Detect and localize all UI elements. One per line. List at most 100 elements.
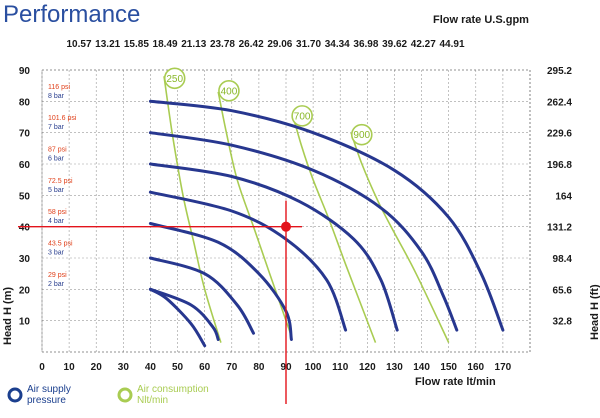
pressure-psi-label: 101.6 psi — [48, 115, 77, 122]
consumption-bubble — [163, 67, 186, 90]
top-tick-label: 13.21 — [95, 39, 120, 50]
top-tick-label: 44.91 — [439, 39, 464, 50]
y-axis-title: Head H (m) — [2, 287, 14, 345]
top-axis-title: Flow rate U.S.gpm — [433, 14, 529, 26]
pressure-curve — [148, 162, 399, 332]
right-axis-title: Head H (ft) — [589, 284, 600, 340]
right-tick-label: 262.4 — [547, 97, 572, 108]
y-tick-label: 10 — [19, 317, 31, 328]
pressure-bar-label: 4 bar — [48, 218, 65, 225]
legend-marker — [117, 387, 133, 403]
x-tick-label: 30 — [118, 362, 130, 373]
x-tick-label: 50 — [172, 362, 184, 373]
x-tick-label: 10 — [64, 362, 76, 373]
pressure-bar-label: 6 bar — [48, 155, 65, 162]
pressure-bar-label: 5 bar — [48, 187, 65, 194]
x-tick-label: 150 — [440, 362, 457, 373]
consumption-bubble-label: 900 — [353, 130, 370, 141]
y-tick-label: 90 — [19, 66, 31, 77]
pressure-curve — [148, 287, 220, 341]
x-tick-label: 120 — [359, 362, 376, 373]
pressure-curve — [148, 287, 207, 348]
right-tick-label: 295.2 — [547, 66, 572, 77]
y-tick-label: 30 — [19, 254, 31, 265]
consumption-bubble-label: 700 — [294, 111, 311, 122]
x-tick-label: 110 — [332, 362, 349, 373]
x-tick-label: 80 — [253, 362, 265, 373]
x-tick-label: 60 — [199, 362, 211, 373]
pressure-curves — [148, 99, 505, 348]
top-tick-label: 21.13 — [181, 39, 206, 50]
y-tick-label: 50 — [19, 191, 31, 202]
top-tick-label: 42.27 — [411, 39, 436, 50]
y-tick-label: 80 — [19, 97, 31, 108]
legend-label: pressure — [27, 395, 66, 406]
y-tick-label: 20 — [19, 285, 31, 296]
pressure-psi-label: 87 psi — [48, 146, 67, 153]
x-tick-label: 0 — [39, 362, 45, 373]
right-tick-label: 229.6 — [547, 129, 572, 140]
tick-labels: 0 10 20 30 40 50 60 70 80 90 100 110 120 130 140 150 160… — [19, 39, 573, 373]
x-tick-label: 130 — [386, 362, 403, 373]
page-title: Performance — [3, 1, 140, 28]
right-tick-label: 65.6 — [553, 285, 573, 296]
x-tick-label: 140 — [413, 362, 430, 373]
top-tick-label: 23.78 — [210, 39, 235, 50]
top-tick-label: 15.85 — [124, 39, 149, 50]
legend-marker — [7, 387, 23, 403]
y-tick-label: 70 — [19, 129, 31, 140]
top-tick-label: 36.98 — [353, 39, 378, 50]
operating-point-marker — [281, 221, 291, 232]
pressure-psi-label: 58 psi — [48, 209, 67, 216]
right-tick-label: 32.8 — [553, 317, 573, 328]
pressure-curve — [148, 131, 459, 332]
pressure-psi-label: 43.5 psi — [48, 240, 73, 247]
consumption-bubble-label: 250 — [166, 74, 183, 85]
x-tick-label: 40 — [145, 362, 157, 373]
top-tick-label: 39.62 — [382, 39, 407, 50]
pressure-curve — [148, 99, 505, 332]
pressure-curve — [148, 256, 255, 335]
top-tick-label: 31.70 — [296, 39, 321, 50]
x-tick-label: 100 — [305, 362, 322, 373]
air-consumption-curve — [163, 76, 222, 343]
right-tick-label: 98.4 — [553, 254, 573, 265]
pressure-psi-label: 29 psi — [48, 272, 67, 279]
top-tick-label: 29.06 — [267, 39, 292, 50]
x-tick-label: 170 — [495, 362, 512, 373]
air-consumption-curves — [163, 76, 450, 343]
pressure-labels: 116 psi 8 bar 101.6 psi 7 bar 87 psi 6 bar 72.… — [48, 84, 77, 288]
pressure-psi-label: 72.5 psi — [48, 178, 73, 185]
legend-label: Nlt/min — [137, 395, 168, 406]
air-consumption-curve — [350, 132, 450, 343]
x-tick-label: 70 — [226, 362, 238, 373]
pressure-bar-label: 7 bar — [48, 124, 65, 131]
y-tick-label: 40 — [19, 223, 31, 234]
right-tick-label: 131.2 — [547, 223, 572, 234]
top-tick-label: 34.34 — [325, 39, 350, 50]
operating-point-group — [18, 200, 302, 404]
legend-label: Air consumption — [137, 384, 209, 395]
top-tick-label: 10.57 — [66, 39, 91, 50]
consumption-bubble-label: 400 — [221, 86, 238, 97]
x-tick-label: 160 — [467, 362, 484, 373]
air-consumption-curve — [217, 91, 293, 337]
consumption-bubble — [218, 80, 240, 102]
legend-label: Air supply — [27, 384, 71, 395]
right-tick-label: 164 — [555, 191, 572, 202]
x-tick-label: 20 — [91, 362, 103, 373]
air-consumption-curve — [293, 119, 377, 343]
pressure-bar-label: 2 bar — [48, 281, 65, 288]
pressure-psi-label: 116 psi — [48, 84, 70, 91]
consumption-bubbles: 250 400 700 900 — [163, 67, 373, 146]
consumption-bubble — [291, 105, 313, 127]
consumption-bubble — [350, 123, 373, 146]
top-tick-label: 18.49 — [153, 39, 178, 50]
pressure-curve — [148, 222, 293, 341]
pressure-bar-label: 8 bar — [48, 93, 65, 100]
x-axis-title: Flow rate lt/min — [415, 376, 496, 388]
pressure-bar-label: 3 bar — [48, 249, 65, 256]
top-tick-label: 26.42 — [239, 39, 264, 50]
